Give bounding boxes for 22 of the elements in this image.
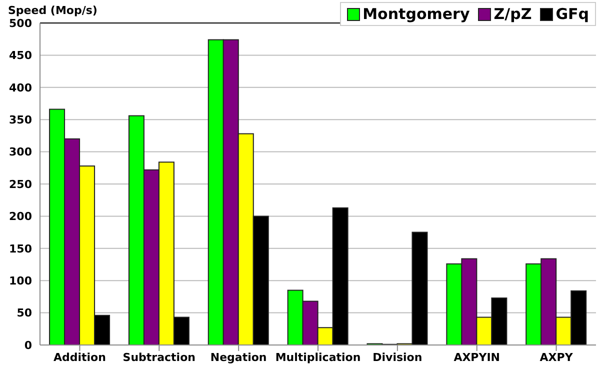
legend-label: Z/pZ [494, 5, 532, 23]
y-axis-title: Speed (Mop/s) [8, 4, 98, 17]
y-tick-label: 400 [9, 81, 32, 94]
y-tick-label: 50 [16, 306, 32, 320]
x-tick-label: AXPY [540, 350, 574, 364]
x-tick-label: AXPYIN [454, 350, 500, 364]
x-tick-label: Addition [53, 350, 106, 364]
legend-label: GFq [556, 5, 589, 23]
y-tick-label: 150 [9, 242, 32, 256]
x-tick-label: Multiplication [275, 350, 361, 364]
y-tick-label: 300 [9, 146, 32, 159]
y-tick-label: 450 [9, 49, 32, 62]
y-tick-label: 200 [9, 210, 32, 224]
x-tick-label: Division [372, 350, 422, 364]
y-tick-label: 0 [24, 338, 32, 352]
legend-label: Montgomery [362, 5, 470, 23]
y-tick-label: 250 [9, 178, 32, 191]
y-tick-label: 100 [9, 274, 32, 288]
y-tick-label: 500 [9, 16, 32, 30]
x-tick-label: Negation [210, 350, 267, 364]
y-tick-label: 350 [9, 114, 32, 127]
x-tick-label: Subtraction [122, 350, 196, 364]
